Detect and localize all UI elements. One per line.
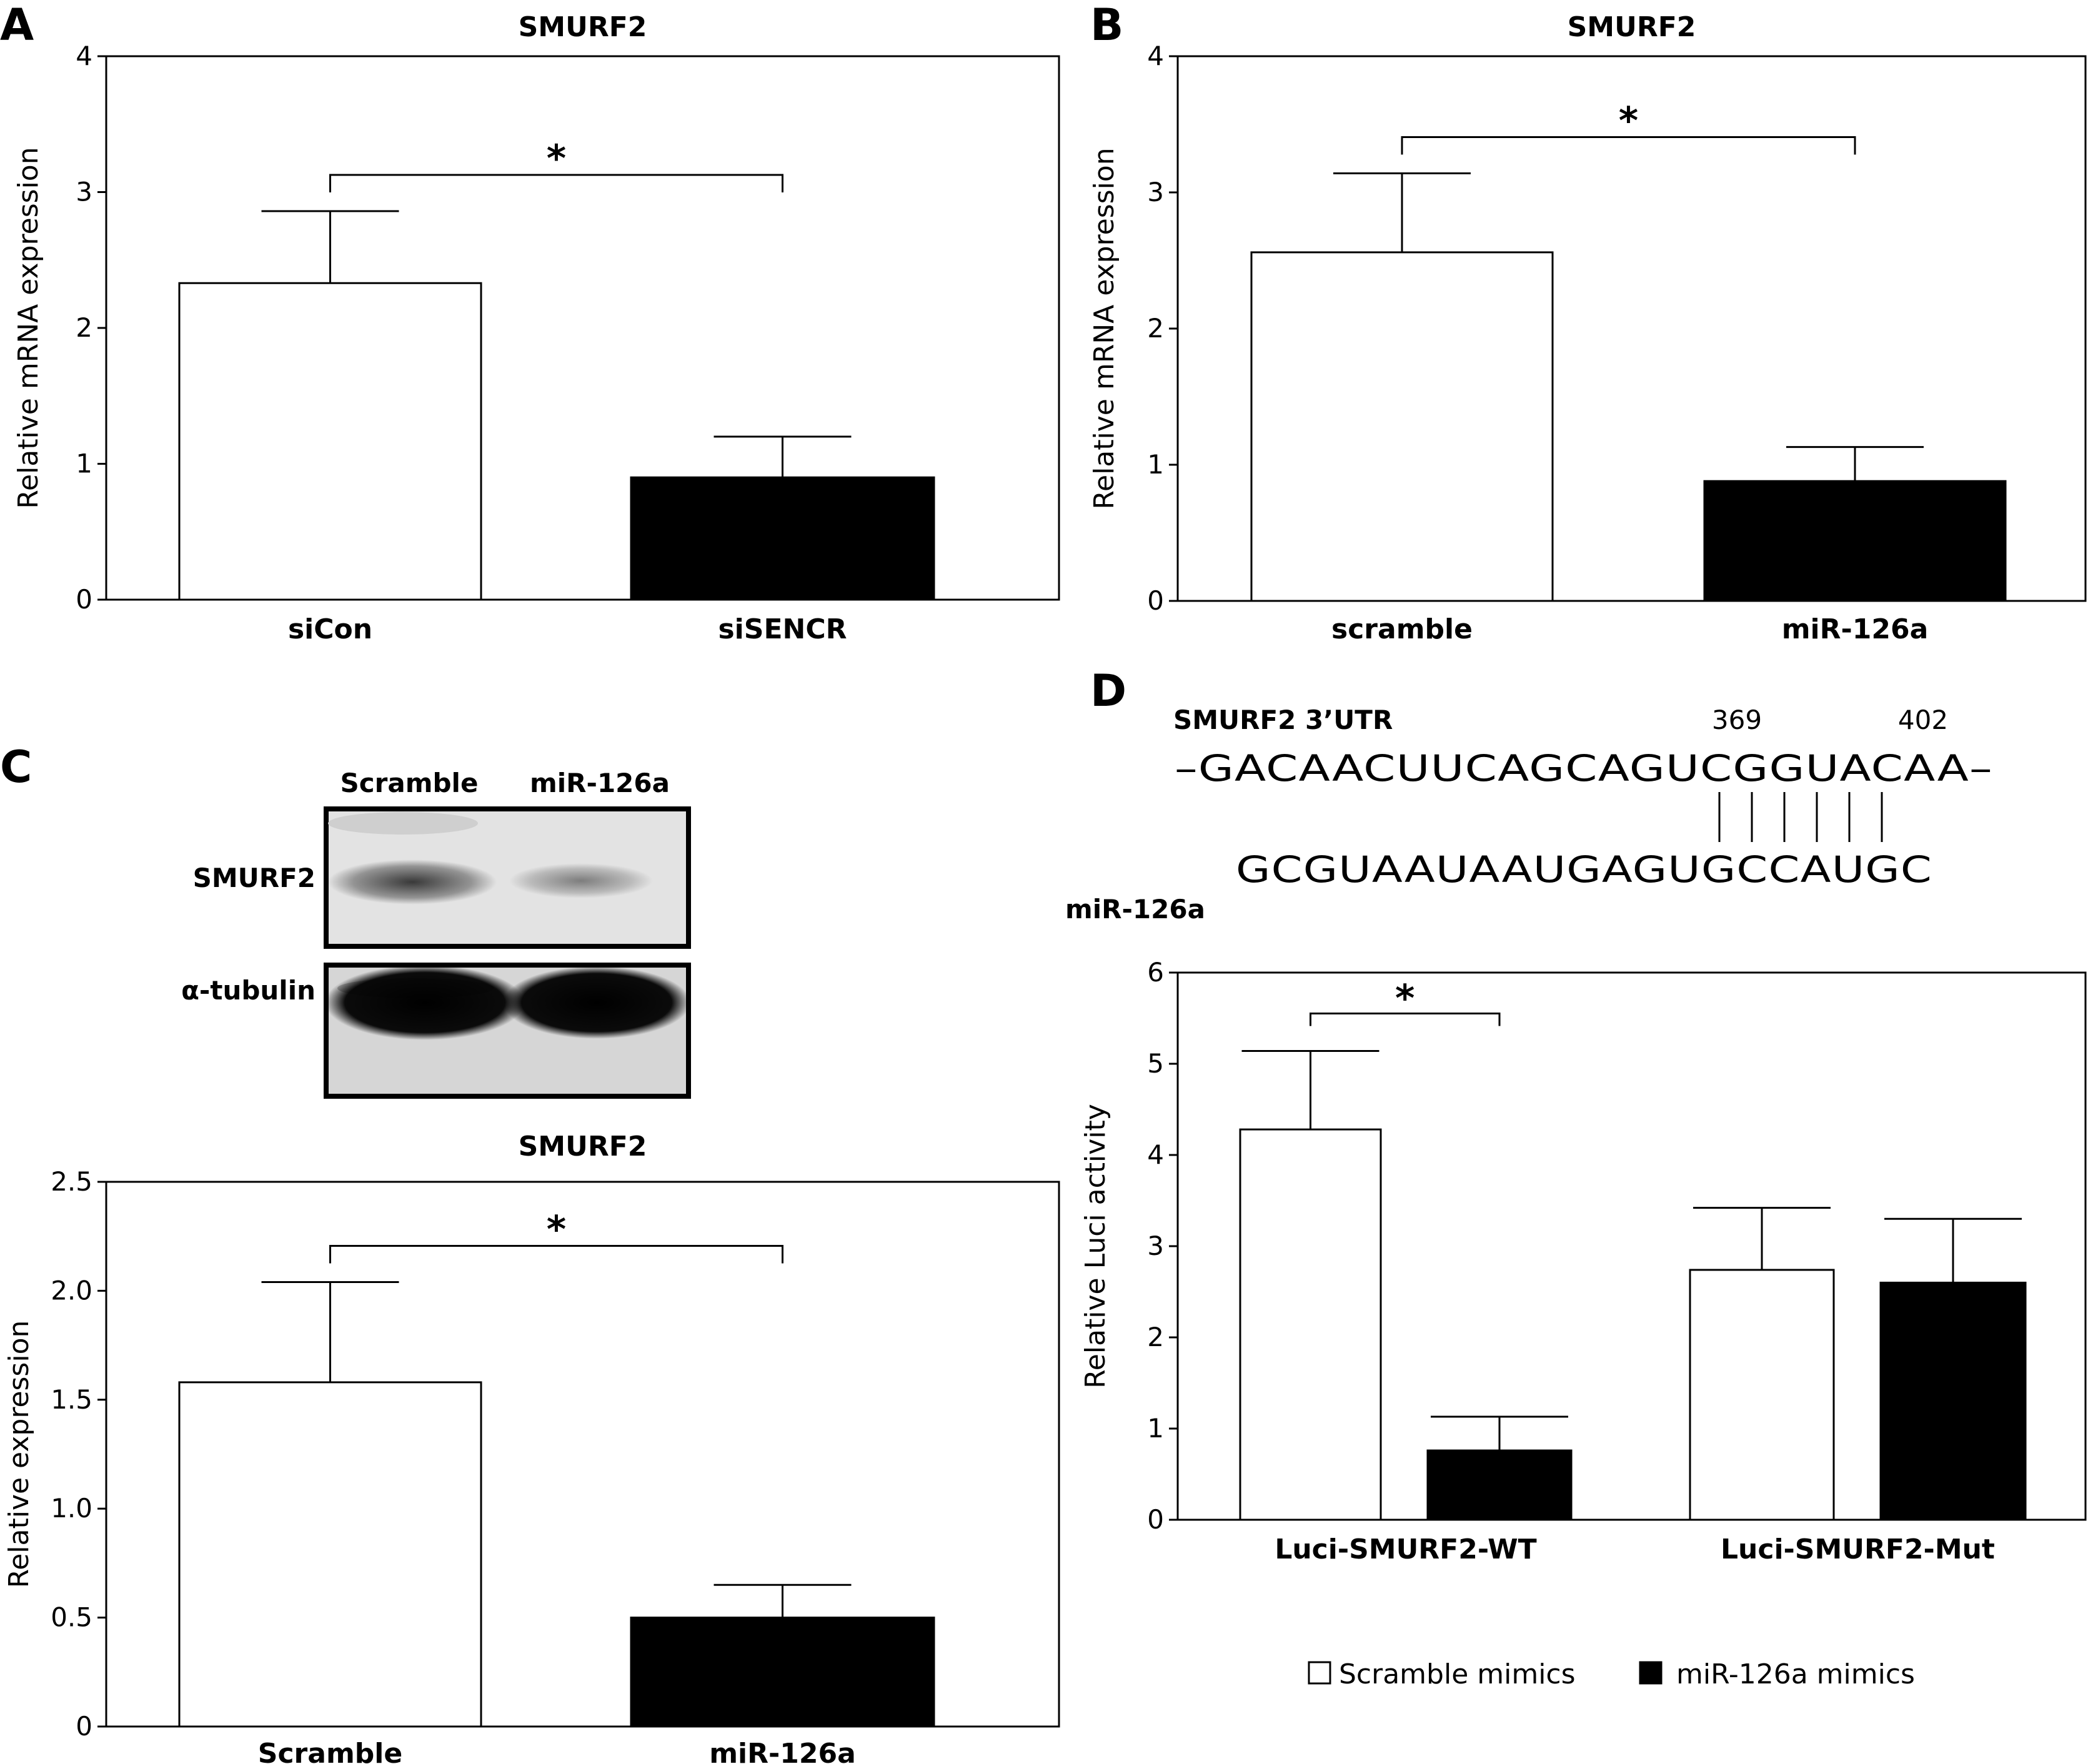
utr-sequence: –GACAACUUCAGCAGUCGGUACAA– [1175, 747, 1993, 790]
chart-b: SMURF2 Relative mRNA expression 0 1 2 3 4 scram… [1088, 11, 2087, 645]
chart-d: Relative Luci activity 0 1 2 3 4 5 6 Luci-SMURF2… [1080, 957, 2087, 1565]
y-tick-label: 3 [1147, 177, 1164, 207]
y-tick-label: 3 [76, 177, 92, 207]
y-tick-label: 0 [76, 584, 92, 615]
pairing-lines [1718, 792, 1883, 842]
significance-bracket [329, 1244, 783, 1264]
bar-luci-smurf2-wt-mir126a [1426, 1449, 1573, 1521]
western-blot: Scramble miR-126a SMURF2 α-tubulin [181, 768, 691, 1099]
y-axis-label: Relative mRNA expression [12, 147, 44, 508]
x-category-label: Scramble [258, 1738, 402, 1764]
y-tick-label: 2 [1147, 1322, 1164, 1352]
x-category-label: miR-126a [709, 1738, 856, 1764]
sequence-alignment: SMURF2 3’UTR 369 402 –GACAACUUCAGCAGUCGG… [1065, 705, 1993, 924]
panel-letter-d: D [1090, 665, 1126, 716]
y-tick-label: 1.5 [51, 1384, 92, 1415]
panel-letter-c: C [0, 741, 32, 793]
blot-row-label-tubulin: α-tubulin [181, 975, 316, 1006]
chart-title: SMURF2 [519, 1131, 647, 1162]
y-tick-label: 2 [1147, 313, 1164, 344]
y-tick-label: 0 [1147, 1504, 1164, 1535]
legend-swatch-mir126a [1639, 1661, 1663, 1685]
bar-sicon [178, 282, 482, 601]
blot-row-label-smurf2: SMURF2 [193, 863, 316, 893]
blot-column-label-scramble: Scramble [341, 768, 479, 798]
end-position: 402 [1898, 705, 1948, 735]
chart-a: SMURF2 Relative mRNA expression 0 1 2 3 4 siCon… [12, 11, 1060, 645]
blot-background-smear [328, 812, 478, 835]
significance-bracket [1310, 1013, 1501, 1026]
legend-d: Scramble mimics miR-126a mimics [1308, 1658, 1915, 1690]
y-tick-label: 1 [1147, 449, 1164, 480]
x-category-label: siCon [288, 613, 372, 645]
x-category-label: Luci-SMURF2-Mut [1721, 1534, 1995, 1565]
bar-luci-smurf2-mut-scramble [1689, 1269, 1835, 1521]
y-tick-label: 1 [76, 448, 92, 479]
bar-scramble [178, 1381, 482, 1728]
y-tick-label: 2.5 [51, 1166, 92, 1197]
y-tick-label: 4 [76, 41, 92, 71]
y-axis-label: Relative mRNA expression [1088, 147, 1120, 509]
bar-mir-126a [1703, 480, 2007, 602]
x-category-label: miR-126a [1782, 613, 1929, 645]
y-tick-label: 5 [1147, 1048, 1164, 1079]
y-tick-label: 4 [1147, 1139, 1164, 1170]
legend-label-scramble: Scramble mimics [1339, 1658, 1576, 1690]
bar-sisencr [630, 476, 935, 601]
bar-scramble [1250, 251, 1554, 602]
legend-label-mir126a: miR-126a mimics [1676, 1658, 1915, 1690]
y-tick-label: 0 [76, 1711, 92, 1742]
y-axis-label: Relative Luci activity [1080, 1104, 1111, 1389]
significance-star: * [1619, 99, 1638, 142]
legend-swatch-scramble [1308, 1661, 1331, 1685]
y-tick-label: 3 [1147, 1231, 1164, 1261]
chart-title: SMURF2 [1568, 11, 1696, 43]
plot-frame [105, 1181, 1060, 1728]
significance-star: * [547, 1207, 566, 1251]
bar-luci-smurf2-wt-scramble [1239, 1128, 1382, 1521]
blot-band-smurf2-scramble [328, 860, 497, 904]
y-tick-label: 1.0 [51, 1493, 92, 1524]
chart-c: SMURF2 Relative expression 0 0.5 1.0 1.5 2.0 2.… [3, 1131, 1060, 1764]
bar-luci-smurf2-mut-mir126a [1879, 1281, 2027, 1521]
y-tick-label: 6 [1147, 957, 1164, 988]
blot-band-smurf2-mir126a [509, 863, 653, 898]
bar-mir-126a [630, 1617, 935, 1728]
mirna-sequence: GCGUAAUAAUGAGUGCCAUGC [1236, 848, 1932, 891]
utr-label: SMURF2 3’UTR [1173, 705, 1393, 735]
panel-letter-b: B [1090, 0, 1123, 51]
x-category-label: scramble [1331, 613, 1473, 645]
blot-column-label-mir126a: miR-126a [530, 768, 670, 798]
mirna-label: miR-126a [1065, 894, 1205, 924]
significance-bracket [329, 174, 783, 192]
blot-band-tubulin-mir126a [503, 966, 690, 1039]
y-axis-label: Relative expression [3, 1321, 35, 1588]
significance-star: * [1395, 977, 1414, 1021]
x-category-label: siSENCR [718, 613, 847, 645]
chart-title: SMURF2 [519, 11, 647, 43]
y-tick-label: 0 [1147, 585, 1164, 616]
start-position: 369 [1712, 705, 1762, 735]
significance-star: * [547, 137, 566, 181]
panel-letter-a: A [0, 0, 34, 51]
y-tick-label: 2.0 [51, 1275, 92, 1306]
y-tick-label: 4 [1147, 41, 1164, 71]
y-tick-label: 0.5 [51, 1602, 92, 1633]
significance-bracket [1401, 136, 1856, 155]
x-category-label: Luci-SMURF2-WT [1275, 1534, 1536, 1565]
y-tick-label: 1 [1147, 1413, 1164, 1444]
y-tick-label: 2 [76, 312, 92, 343]
blot-band-tubulin-scramble [325, 965, 525, 1040]
